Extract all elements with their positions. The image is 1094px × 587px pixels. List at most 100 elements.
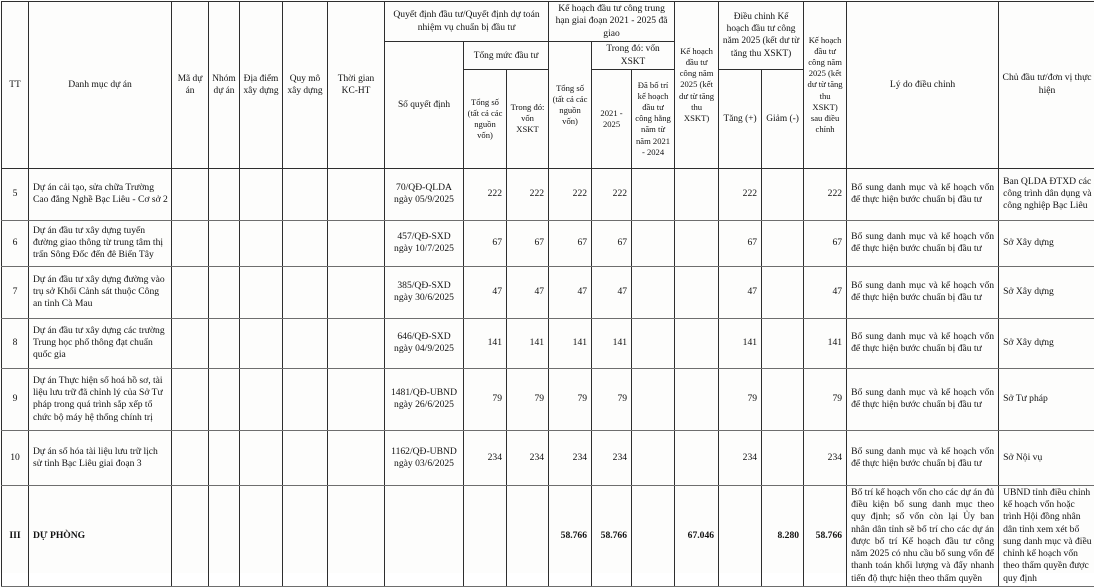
adjustment-reason: Bổ sung danh mục và kế hoạch vốn để thực… [847, 266, 999, 318]
construction-scale [283, 318, 328, 368]
project-group [209, 430, 240, 485]
project-code [172, 368, 209, 430]
midterm-xskt-2021-2025: 47 [592, 266, 632, 318]
total-investment-all-sources [464, 485, 507, 586]
increase-value: 67 [719, 220, 762, 266]
decrease-value [762, 266, 804, 318]
group-header-midterm-plan: Kế hoạch đầu tư công trung hạn giai đoạn… [549, 2, 675, 42]
increase-value: 79 [719, 368, 762, 430]
group-header-midterm-xskt: Trong đó: vốn XSKT [592, 42, 675, 69]
allocated-annual-2021-2024 [632, 220, 675, 266]
col-header-time: Thời gian KC-HT [328, 2, 385, 169]
project-code [172, 220, 209, 266]
plan-2025-after-adjustment-value: 47 [804, 266, 847, 318]
total-investment-xskt: 79 [507, 368, 549, 430]
project-code [172, 168, 209, 220]
col-header-plan-2025: Kế hoạch đầu tư công năm 2025 (kết dư từ… [675, 2, 719, 169]
col-header-tmdt-total-all-sources: Tổng số (tất cả các nguồn vốn) [464, 69, 507, 168]
scanned-document-page: TT Danh mục dự án Mã dự án Nhóm dự án Đị… [0, 0, 1094, 573]
construction-location [240, 168, 283, 220]
total-investment-xskt: 67 [507, 220, 549, 266]
plan-2025-after-adjustment-value: 58.766 [804, 485, 847, 586]
total-investment-xskt: 234 [507, 430, 549, 485]
row-index: 10 [2, 430, 29, 485]
adjustment-reason: Bổ sung danh mục và kế hoạch vốn để thực… [847, 220, 999, 266]
plan-2025-after-adjustment-value: 222 [804, 168, 847, 220]
midterm-plan-total: 67 [549, 220, 592, 266]
project-group [209, 318, 240, 368]
construction-location [240, 318, 283, 368]
midterm-xskt-2021-2025: 222 [592, 168, 632, 220]
decrease-value [762, 430, 804, 485]
decrease-value [762, 318, 804, 368]
project-name: Dự án cải tạo, sửa chữa Trường Cao đẳng … [29, 168, 172, 220]
time-kc-ht [328, 220, 385, 266]
investor-name: UBND tỉnh điều chỉnh kế hoạch vốn hoặc t… [999, 485, 1094, 586]
project-name: Dự án đầu tư xây dựng đường vào trụ sở K… [29, 266, 172, 318]
project-name: Dự án Thực hiện số hoá hồ sơ, tài liệu l… [29, 368, 172, 430]
plan-2025-value [675, 318, 719, 368]
group-header-investment-decision: Quyết định đầu tư/Quyết định dự toán nhi… [385, 2, 549, 42]
col-header-tmdt-xskt: Trong đó: vốn XSKT [507, 69, 549, 168]
adjustment-reason: Bố trí kế hoạch vốn cho các dự án đủ điề… [847, 485, 999, 586]
project-code [172, 430, 209, 485]
investor-name: Sở Xây dựng [999, 220, 1094, 266]
plan-2025-value [675, 266, 719, 318]
midterm-xskt-2021-2025: 67 [592, 220, 632, 266]
construction-location [240, 266, 283, 318]
plan-2025-after-adjustment-value: 234 [804, 430, 847, 485]
increase-value: 222 [719, 168, 762, 220]
col-header-midterm-total: Tổng số (tất cả các nguồn vốn) [549, 42, 592, 168]
plan-2025-value [675, 430, 719, 485]
plan-2025-value [675, 368, 719, 430]
investor-name: Sở Xây dựng [999, 266, 1094, 318]
investor-name: Sở Tư pháp [999, 368, 1094, 430]
total-investment-all-sources: 222 [464, 168, 507, 220]
row-index: 6 [2, 220, 29, 266]
plan-2025-value [675, 168, 719, 220]
col-header-location: Địa điểm xây dựng [240, 2, 283, 169]
plan-2025-value [675, 220, 719, 266]
construction-scale [283, 485, 328, 586]
plan-2025-after-adjustment-value: 79 [804, 368, 847, 430]
decision-number [385, 485, 464, 586]
allocated-annual-2021-2024 [632, 485, 675, 586]
row-index: 8 [2, 318, 29, 368]
row-index: 7 [2, 266, 29, 318]
midterm-xskt-2021-2025: 141 [592, 318, 632, 368]
project-code [172, 318, 209, 368]
midterm-plan-total: 47 [549, 266, 592, 318]
decrease-value [762, 220, 804, 266]
adjustment-reason: Bổ sung danh mục và kế hoạch vốn để thực… [847, 430, 999, 485]
adjustment-reason: Bổ sung danh mục và kế hoạch vốn để thực… [847, 318, 999, 368]
col-header-tt: TT [2, 2, 29, 169]
increase-value: 141 [719, 318, 762, 368]
col-header-decision-number: Số quyết định [385, 42, 464, 168]
investor-name: Sở Xây dựng [999, 318, 1094, 368]
col-header-project-group: Nhóm dự án [209, 2, 240, 169]
plan-2025-after-adjustment-value: 67 [804, 220, 847, 266]
col-header-project-code: Mã dự án [172, 2, 209, 169]
time-kc-ht [328, 168, 385, 220]
col-header-scale: Quy mô xây dựng [283, 2, 328, 169]
decision-number: 70/QĐ-QLDA ngày 05/9/2025 [385, 168, 464, 220]
row-index: III [2, 485, 29, 586]
decrease-value [762, 168, 804, 220]
col-header-project-list: Danh mục dự án [29, 2, 172, 169]
allocated-annual-2021-2024 [632, 266, 675, 318]
midterm-xskt-2021-2025: 234 [592, 430, 632, 485]
midterm-xskt-2021-2025: 58.766 [592, 485, 632, 586]
midterm-plan-total: 141 [549, 318, 592, 368]
decision-number: 385/QĐ-SXD ngày 30/6/2025 [385, 266, 464, 318]
col-header-increase: Tăng (+) [719, 69, 762, 168]
plan-2025-value: 67.046 [675, 485, 719, 586]
project-name: Dự án đầu tư xây dựng các trường Trung h… [29, 318, 172, 368]
time-kc-ht [328, 485, 385, 586]
investor-name: Ban QLDA ĐTXD các công trình dân dụng và… [999, 168, 1094, 220]
decision-number: 457/QĐ-SXD ngày 10/7/2025 [385, 220, 464, 266]
